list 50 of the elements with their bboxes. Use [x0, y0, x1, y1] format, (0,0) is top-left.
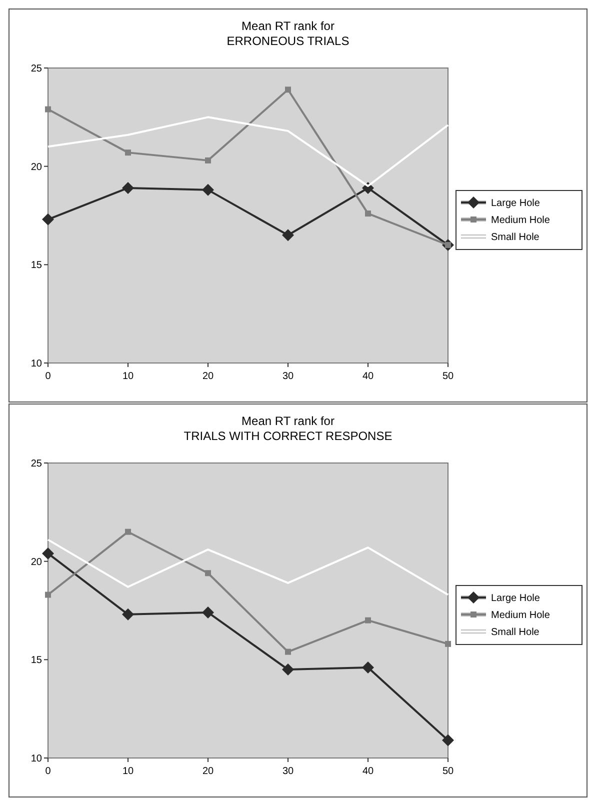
point: [125, 150, 131, 156]
point: [445, 640, 451, 647]
point: [125, 528, 131, 535]
y-tick-label: 25: [30, 458, 42, 470]
point: [362, 662, 374, 674]
legend-label: Large Hole: [491, 593, 540, 604]
chart-title: Mean RT rank for TRIALS WITH CORRECT RESPONSE: [184, 414, 392, 443]
point: [285, 648, 291, 655]
point: [365, 210, 371, 217]
x-tick-label: 20: [202, 766, 214, 777]
y-tick-label: 10: [30, 754, 42, 764]
point: [122, 608, 134, 620]
x-tick-label: 30: [282, 766, 294, 777]
y-tick-label: 15: [30, 260, 42, 272]
y-tick-label: 25: [30, 64, 42, 74]
legend-label: Medium Hole: [491, 610, 550, 621]
legend-label: Small Hole: [491, 627, 540, 638]
x-tick-label: 50: [442, 371, 454, 382]
legend-label: Small Hole: [491, 232, 540, 243]
x-tick-label: 0: [45, 371, 52, 382]
point: [282, 664, 294, 676]
point: [42, 213, 54, 226]
point: [45, 106, 51, 112]
chart-title: Mean RT rank for ERRONEOUS TRIALS: [226, 19, 350, 48]
x-tick-label: 40: [362, 371, 374, 382]
y-tick-label: 20: [30, 556, 42, 568]
y-tick-label: 15: [30, 655, 42, 666]
point: [42, 547, 54, 560]
x-tick-label: 50: [442, 766, 454, 777]
y-tick-label: 10: [30, 358, 42, 370]
line-series: [47, 538, 449, 596]
x-tick-label: 20: [202, 371, 214, 382]
x-tick-label: 0: [45, 766, 52, 777]
y-tick-label: 20: [30, 162, 42, 173]
point: [205, 570, 211, 576]
point: [285, 86, 291, 93]
x-tick-label: 10: [122, 371, 134, 382]
point: [45, 592, 51, 598]
point: [282, 229, 294, 242]
legend-label: Large Hole: [491, 198, 540, 209]
point: [122, 182, 134, 194]
point: [442, 734, 454, 746]
point: [365, 617, 371, 624]
legend-label: Medium Hole: [491, 215, 550, 226]
point: [202, 184, 214, 196]
point: [205, 157, 211, 164]
point: [202, 606, 214, 618]
x-tick-label: 40: [362, 766, 374, 777]
x-tick-label: 10: [122, 766, 134, 777]
x-tick-label: 30: [282, 371, 294, 382]
